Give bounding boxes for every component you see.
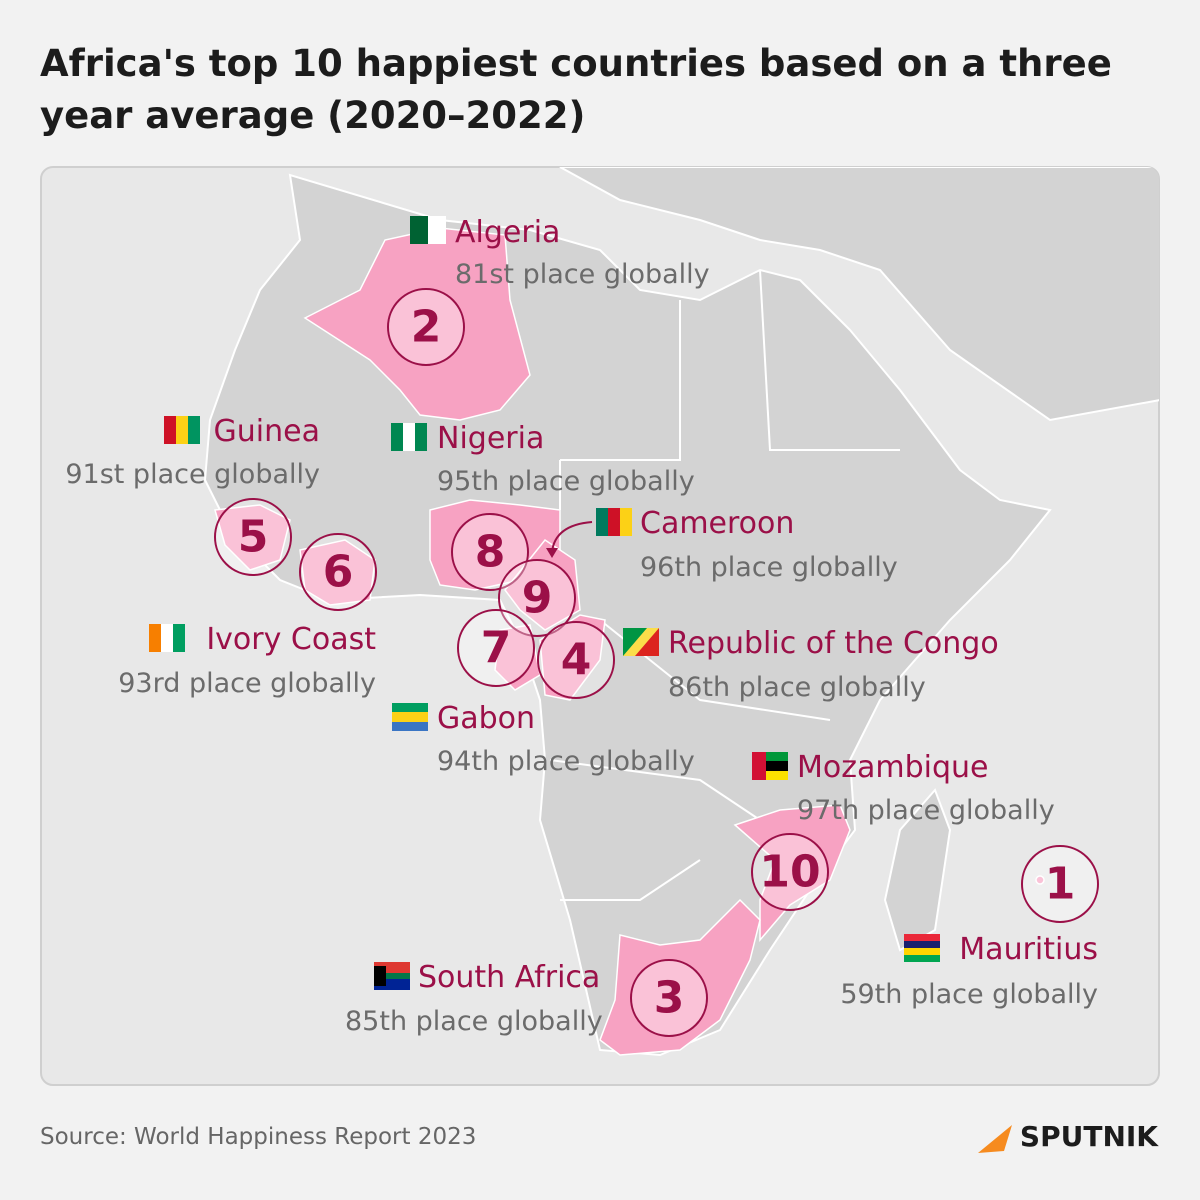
flag-part: [752, 752, 766, 780]
flag-part: [428, 216, 446, 244]
flag-part: [904, 948, 940, 955]
rank: 9: [522, 573, 553, 624]
logo: SPUTNIK: [976, 1120, 1158, 1155]
global-place: 97th place globally: [797, 795, 1055, 826]
rank-circle: [299, 533, 377, 611]
country-name: South Africa: [418, 960, 600, 995]
global-place: 95th place globally: [437, 466, 695, 497]
rank: 6: [323, 547, 354, 598]
country: 9 Cameroon 96th place globally: [498, 506, 898, 637]
rank-circle: [214, 498, 292, 576]
country-name: Mozambique: [797, 750, 988, 785]
rank-circle: [537, 621, 615, 699]
rank-circle: [387, 288, 465, 366]
flag-part: [391, 423, 403, 451]
highlighted-countries: [214, 227, 1045, 1056]
country: 10 Mozambique 97th place globally: [751, 750, 1055, 911]
global-place: 91st place globally: [65, 459, 320, 490]
global-place: 81st place globally: [455, 259, 710, 290]
flag: [410, 216, 446, 244]
global-place: 96th place globally: [640, 552, 898, 583]
source: Source: World Happiness Report 2023: [40, 1124, 477, 1150]
rank-circle: [630, 959, 708, 1037]
land: [203, 167, 1159, 1057]
flag: [374, 962, 410, 990]
flag: [164, 416, 200, 444]
country-name: Algeria: [455, 215, 560, 250]
rank: 10: [759, 847, 820, 898]
country-name: Nigeria: [437, 421, 544, 456]
global-place: 85th place globally: [345, 1006, 603, 1037]
rank-circle: [457, 609, 535, 687]
country: 6 Ivory Coast 93rd place globally: [118, 533, 377, 699]
logo-mark: [977, 1125, 1012, 1153]
flag-part: [596, 508, 608, 536]
rank: 4: [561, 635, 592, 686]
flag-part: [374, 973, 410, 979]
country-name: Cameroon: [640, 506, 794, 541]
flag: [904, 934, 940, 962]
flag-part: [410, 216, 428, 244]
rank: 3: [654, 973, 685, 1024]
flag-part: [188, 416, 200, 444]
flag-part: [176, 416, 188, 444]
country: 8 Nigeria 95th place globally: [391, 421, 695, 591]
flag-part: [415, 423, 427, 451]
flag-part: [173, 624, 185, 652]
country: 4 Republic of the Congo 86th place globall…: [537, 621, 999, 703]
flag-part: [623, 628, 647, 656]
flag: [149, 624, 185, 652]
flag-part: [752, 761, 788, 771]
flag-part: [635, 628, 659, 656]
pointer-head: [546, 548, 558, 558]
flag-part: [620, 508, 632, 536]
flag-part: [374, 966, 386, 986]
country-name: Guinea: [214, 414, 320, 449]
country-name: Ivory Coast: [206, 622, 376, 657]
flag-part: [904, 955, 940, 962]
country-name: Gabon: [437, 701, 535, 736]
country-name: Republic of the Congo: [668, 626, 999, 661]
flag-part: [392, 703, 428, 712]
logo-text: SPUTNIK: [1019, 1120, 1158, 1153]
flag-part: [161, 624, 173, 652]
flag-part: [608, 508, 620, 536]
flag-part: [392, 712, 428, 722]
rank: 1: [1045, 859, 1076, 910]
flag-part: [904, 941, 940, 948]
flag: [596, 508, 632, 536]
flag-part: [164, 416, 176, 444]
flag-part: [392, 722, 428, 731]
rank: 7: [481, 623, 512, 674]
country: 2 Algeria 81st place globally: [387, 215, 710, 366]
flag: [752, 752, 788, 780]
global-place: 93rd place globally: [118, 668, 376, 699]
rank-circle: [751, 833, 829, 911]
flag: [623, 628, 659, 656]
global-place: 94th place globally: [437, 746, 695, 777]
country: 1 Mauritius 59th place globally: [840, 845, 1099, 1010]
flag: [392, 703, 428, 731]
country: 5 Guinea 91st place globally: [65, 414, 320, 576]
country-name: Mauritius: [959, 932, 1098, 967]
rank: 2: [411, 302, 442, 353]
country: 7 Gabon 94th place globally: [392, 609, 695, 777]
rank: 8: [475, 527, 506, 578]
global-place: 59th place globally: [840, 979, 1098, 1010]
flag-part: [752, 771, 788, 780]
pointer: [551, 521, 593, 553]
rank: 5: [238, 512, 269, 563]
flag: [391, 423, 427, 451]
global-place: 86th place globally: [668, 672, 926, 703]
flag-part: [752, 752, 788, 761]
flag-part: [904, 934, 940, 941]
title: Africa's top 10 happiest countries based…: [40, 42, 1112, 137]
flag-part: [403, 423, 415, 451]
rank-circle: [1021, 845, 1099, 923]
country: 3 South Africa 85th place globally: [345, 959, 708, 1037]
flag-part: [149, 624, 161, 652]
